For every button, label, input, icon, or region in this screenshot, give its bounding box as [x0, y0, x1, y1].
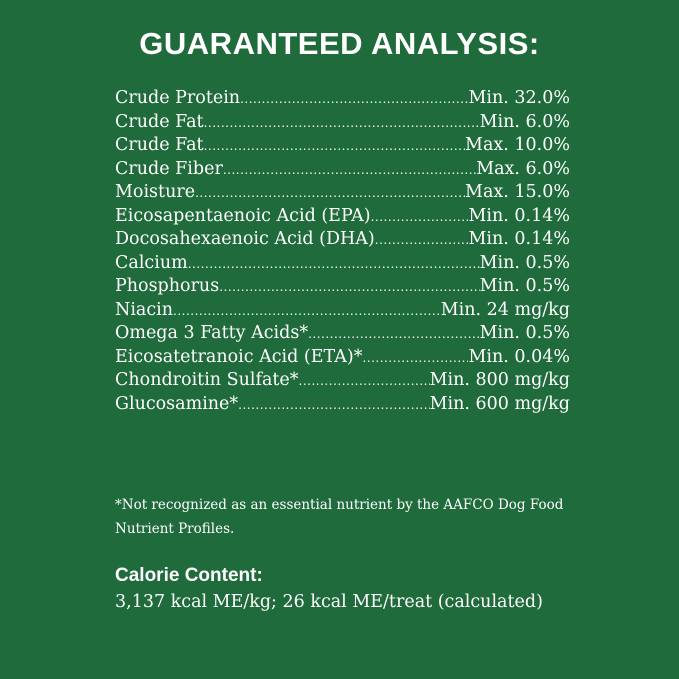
dot-leader [195, 186, 465, 200]
nutrient-name: Crude Protein [115, 88, 241, 108]
nutrient-row: Eicosapentaenoic Acid (EPA) Min. 0.14% [115, 206, 570, 230]
nutrient-name: Eicosatetranoic Acid (ETA)* [115, 346, 363, 367]
nutrient-row: Docosahexaenoic Acid (DHA) Min. 0.14% [115, 229, 570, 253]
nutrient-value: Min. 24 mg/kg [440, 299, 570, 320]
nutrient-value: Max. 6.0% [476, 158, 570, 179]
dot-leader [362, 351, 468, 365]
nutrient-name: Crude Fat [115, 111, 204, 132]
nutrient-value: Min. 0.5% [479, 252, 570, 273]
nutrient-name: Docosahexaenoic Acid (DHA) [115, 229, 375, 249]
nutrient-name: Crude Fiber [115, 158, 223, 179]
nutrient-row: Moisture Max. 15.0% [115, 182, 570, 206]
nutrient-row: Glucosamine* Min. 600 mg/kg [115, 394, 570, 418]
dot-leader [188, 257, 480, 271]
nutrient-value: Min. 0.14% [468, 205, 570, 226]
dot-leader [371, 210, 469, 224]
nutrient-value: Min. 0.14% [468, 229, 570, 249]
analysis-table: Crude Protein Min. 32.0% Crude Fat Min. 6.0… [115, 88, 570, 417]
nutrient-row: Crude Protein Min. 32.0% [115, 88, 570, 112]
nutrient-value: Min. 800 mg/kg [429, 370, 570, 390]
dot-leader [219, 280, 479, 294]
dot-leader [375, 233, 469, 247]
nutrient-value: Max. 15.0% [465, 182, 570, 202]
nutrient-row: Omega 3 Fatty Acids* Min. 0.5% [115, 323, 570, 347]
dot-leader [204, 139, 465, 153]
dot-leader [240, 92, 468, 106]
dot-leader [173, 304, 441, 318]
calorie-heading: Calorie Content: [115, 565, 263, 586]
page-title: GUARANTEED ANALYSIS: [139, 26, 540, 61]
nutrient-value: Max. 10.0% [465, 135, 570, 155]
nutrient-name: Calcium [115, 252, 188, 273]
nutrient-value: Min. 6.0% [479, 111, 570, 132]
footnote: *Not recognized as an essential nutrient… [115, 497, 564, 537]
calorie-text: 3,137 kcal ME/kg; 26 kcal ME/treat (calc… [115, 592, 543, 612]
dot-leader [238, 398, 429, 412]
nutrient-name: Chondroitin Sulfate* [115, 370, 299, 390]
nutrient-name: Glucosamine* [115, 393, 239, 414]
dot-leader [223, 163, 476, 177]
nutrient-row: Crude Fat Min. 6.0% [115, 112, 570, 136]
nutrient-value: Min. 600 mg/kg [429, 393, 570, 414]
nutrient-value: Min. 0.5% [479, 323, 570, 343]
nutrient-row: Crude Fiber Max. 6.0% [115, 159, 570, 183]
nutrient-row: Eicosatetranoic Acid (ETA)* Min. 0.04% [115, 347, 570, 371]
nutrient-row: Chondroitin Sulfate* Min. 800 mg/kg [115, 370, 570, 394]
nutrient-value: Min. 0.5% [479, 276, 570, 296]
dot-leader [308, 327, 480, 341]
dot-leader [204, 116, 480, 130]
nutrient-name: Crude Fat [115, 135, 204, 155]
nutrient-name: Niacin [115, 299, 174, 320]
dot-leader [299, 374, 430, 388]
nutrient-row: Calcium Min. 0.5% [115, 253, 570, 277]
nutrient-name: Omega 3 Fatty Acids* [115, 323, 309, 343]
nutrient-value: Min. 32.0% [468, 88, 570, 108]
nutrient-name: Eicosapentaenoic Acid (EPA) [115, 205, 371, 226]
nutrient-name: Phosphorus [115, 276, 220, 296]
nutrient-row: Niacin Min. 24 mg/kg [115, 300, 570, 324]
nutrient-value: Min. 0.04% [468, 346, 570, 367]
nutrient-row: Phosphorus Min. 0.5% [115, 276, 570, 300]
nutrient-row: Crude Fat Max. 10.0% [115, 135, 570, 159]
nutrient-name: Moisture [115, 182, 196, 202]
